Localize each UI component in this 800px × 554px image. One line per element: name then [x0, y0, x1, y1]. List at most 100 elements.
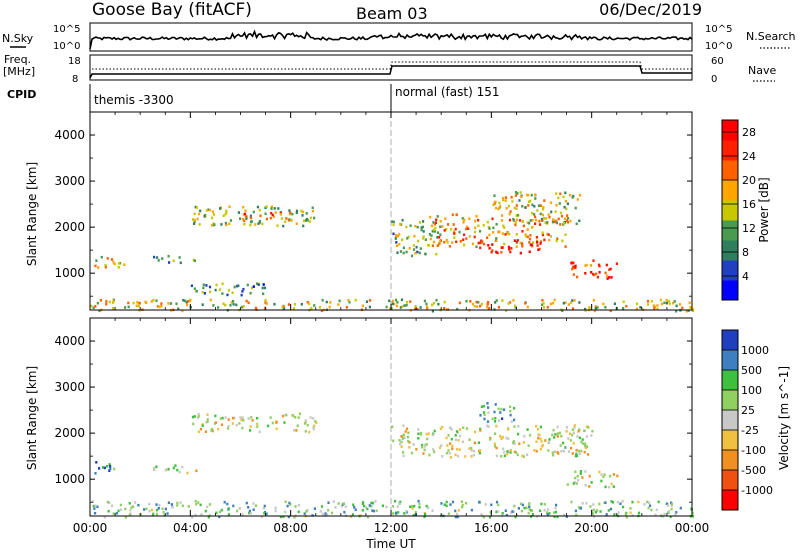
velocity-cell — [486, 420, 490, 423]
power-cell — [273, 207, 276, 210]
velocity-cell — [396, 505, 399, 508]
velocity-cell — [574, 454, 577, 458]
power-cell — [479, 304, 482, 308]
velocity-cell — [248, 511, 251, 515]
velocity-cell — [406, 435, 410, 439]
velocity-cell — [404, 430, 407, 433]
velocity-colorbar-swatch — [722, 410, 738, 431]
power-cell — [475, 214, 478, 218]
power-cell — [252, 285, 255, 288]
power-cell — [178, 256, 181, 259]
velocity-cell — [464, 455, 467, 458]
velocity-cell — [98, 467, 101, 470]
power-cell — [578, 301, 581, 304]
power-cell — [461, 217, 464, 220]
power-cell — [532, 241, 535, 244]
velocity-cell — [603, 473, 606, 476]
velocity-cell — [163, 514, 166, 517]
power-cell — [547, 233, 550, 236]
velocity-cell — [412, 443, 415, 446]
power-cell — [551, 301, 555, 305]
power-cell — [503, 242, 506, 246]
power-cell — [302, 224, 305, 228]
velocity-cell — [227, 418, 230, 421]
power-cell — [401, 218, 404, 222]
power-cell — [289, 211, 292, 214]
velocity-cell — [221, 416, 224, 420]
power-cell — [398, 233, 401, 236]
velocity-cell — [148, 509, 151, 513]
velocity-cell — [454, 438, 457, 442]
velocity-cell — [586, 453, 590, 456]
power-ytick-label: 3000 — [54, 174, 85, 188]
power-cell — [495, 239, 498, 242]
velocity-cell — [208, 503, 211, 506]
power-cell — [175, 302, 178, 306]
velocity-cell — [321, 512, 324, 516]
power-cell — [594, 306, 597, 310]
velocity-cell — [609, 474, 612, 478]
velocity-cell — [607, 509, 610, 512]
velocity-cell — [473, 449, 476, 453]
power-colorbar-tick: 28 — [742, 126, 756, 139]
power-cell — [419, 247, 422, 250]
velocity-cell — [303, 512, 306, 515]
power-cell — [209, 298, 212, 302]
power-cell — [578, 219, 581, 223]
noise-left-tick-bottom: 10^0 — [53, 41, 80, 52]
velocity-cell — [220, 508, 223, 512]
power-cell — [606, 277, 609, 280]
velocity-cell — [252, 508, 255, 511]
power-cell — [504, 233, 507, 236]
power-colorbar-swatch — [722, 120, 738, 141]
velocity-cell — [195, 469, 198, 473]
velocity-cell — [655, 508, 658, 512]
velocity-cell — [654, 513, 657, 517]
velocity-cell — [586, 445, 589, 448]
power-cell — [569, 219, 572, 223]
power-cell — [468, 217, 471, 220]
velocity-cell — [512, 440, 515, 443]
power-cell — [555, 221, 558, 225]
power-cell — [542, 302, 545, 305]
velocity-cell — [294, 505, 297, 508]
power-cell — [427, 243, 430, 247]
velocity-cell — [197, 430, 200, 434]
velocity-cell — [330, 511, 334, 515]
freq-panel: Freq. [MHz] 18 8 60 0 Nave — [3, 53, 776, 85]
power-cell — [513, 206, 516, 210]
freq-unit-label: [MHz] — [3, 65, 35, 78]
power-cell — [394, 298, 398, 302]
power-cell — [526, 228, 529, 231]
power-cell — [668, 302, 671, 305]
power-cell — [405, 300, 409, 304]
power-cell — [456, 307, 459, 311]
velocity-cell — [495, 510, 498, 514]
velocity-cell — [581, 502, 584, 505]
velocity-cell — [275, 427, 278, 431]
power-cell — [482, 224, 485, 227]
power-cell — [537, 248, 540, 251]
power-cell — [459, 239, 462, 243]
power-cell — [528, 221, 531, 225]
velocity-cell — [509, 409, 512, 413]
power-cell — [515, 245, 518, 248]
power-cell — [435, 298, 438, 302]
velocity-cell — [324, 512, 327, 515]
velocity-cell — [575, 513, 578, 517]
power-cell — [433, 222, 436, 226]
velocity-cell — [254, 504, 258, 507]
cpid-mode-1: themis -3300 — [94, 93, 174, 107]
power-cell — [193, 212, 196, 216]
velocity-cell — [638, 511, 641, 515]
velocity-cell — [414, 510, 417, 514]
power-cell — [451, 213, 454, 217]
velocity-cell — [211, 427, 214, 431]
power-cell — [585, 263, 588, 267]
power-cell — [488, 227, 491, 230]
velocity-cell — [327, 508, 330, 512]
power-cell — [534, 197, 537, 200]
velocity-cell — [461, 503, 464, 507]
power-cell — [446, 308, 449, 311]
velocity-cell — [305, 510, 308, 513]
